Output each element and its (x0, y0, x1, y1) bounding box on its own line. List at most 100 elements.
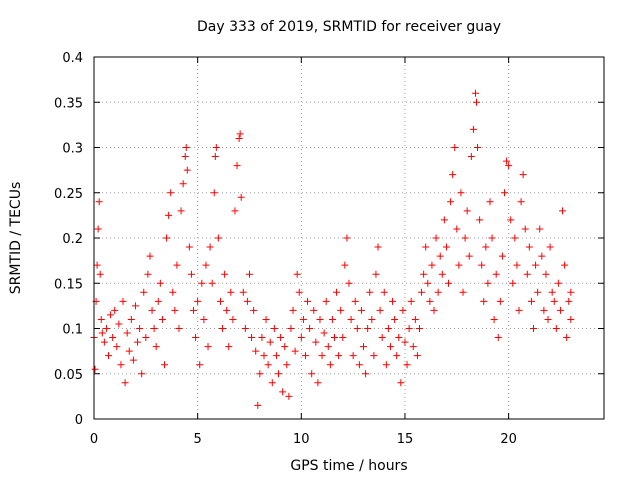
data-point (320, 329, 328, 337)
data-point (403, 361, 411, 369)
data-point (351, 297, 359, 305)
data-point (411, 315, 419, 323)
data-point (559, 207, 567, 215)
data-point (546, 243, 554, 251)
data-point (496, 297, 504, 305)
data-point (127, 315, 135, 323)
data-point (183, 166, 191, 174)
data-point (125, 347, 133, 355)
data-point (527, 297, 535, 305)
data-point (187, 270, 195, 278)
data-point (442, 243, 450, 251)
data-point (415, 325, 423, 332)
data-point (308, 370, 316, 378)
data-point (393, 352, 401, 360)
data-point (507, 216, 515, 224)
data-point (194, 297, 202, 305)
data-point (517, 198, 525, 206)
data-point (376, 306, 384, 314)
data-point (216, 297, 224, 305)
data-point (345, 279, 353, 287)
data-point (511, 234, 519, 242)
data-point (277, 334, 285, 342)
data-point (355, 361, 363, 369)
data-point (266, 338, 274, 346)
data-point (422, 243, 430, 251)
data-point (341, 261, 349, 269)
data-point (243, 297, 251, 305)
y-tick-label: 0.3 (62, 142, 83, 157)
data-point (102, 325, 110, 332)
data-point (509, 279, 517, 287)
data-point (407, 297, 415, 305)
data-point (221, 270, 229, 278)
data-point (382, 361, 390, 369)
data-point (318, 352, 326, 360)
data-point (129, 356, 137, 364)
data-point (515, 306, 523, 314)
data-point (245, 270, 253, 278)
data-point (173, 261, 181, 269)
data-point (523, 270, 531, 278)
data-point (384, 325, 392, 332)
data-point (287, 325, 295, 332)
data-point (399, 306, 407, 314)
data-point (196, 361, 204, 369)
data-point (374, 243, 382, 251)
grid-layer (94, 57, 604, 419)
x-tick-label: 10 (293, 432, 310, 447)
data-point (158, 315, 166, 323)
data-point (465, 252, 473, 260)
data-point (343, 234, 351, 242)
data-point (236, 130, 244, 138)
data-point (241, 325, 249, 332)
data-point (306, 325, 314, 332)
y-tick-label: 0.2 (62, 232, 83, 247)
data-point (563, 334, 571, 342)
data-point (200, 315, 208, 323)
data-point (500, 189, 508, 197)
data-point (457, 189, 465, 197)
y-axis-title: SRMTID / TECUs (8, 182, 24, 295)
data-point (177, 207, 185, 215)
y-tick-label: 0.05 (54, 368, 83, 383)
data-point (494, 334, 502, 342)
data-point (299, 315, 307, 323)
data-point (532, 261, 540, 269)
x-axis-title: GPS time / hours (290, 458, 407, 474)
data-point (473, 98, 480, 106)
data-point (467, 153, 475, 161)
data-point (163, 234, 171, 242)
data-point (150, 325, 158, 332)
data-point (565, 297, 573, 305)
data-point (138, 370, 146, 378)
data-point (198, 279, 206, 287)
data-point (252, 347, 260, 355)
data-point (386, 343, 394, 351)
x-tick-label: 20 (500, 432, 517, 447)
data-point (182, 144, 190, 151)
axis-ticks (93, 56, 604, 420)
data-point (237, 193, 245, 201)
data-point (445, 279, 453, 287)
data-point (115, 320, 123, 328)
data-point (480, 297, 488, 305)
data-point (283, 361, 291, 369)
data-point (438, 270, 446, 278)
data-point (98, 329, 106, 337)
data-point (525, 243, 533, 251)
data-point (436, 252, 444, 260)
data-point (330, 334, 338, 342)
data-point (316, 315, 324, 323)
data-point (397, 379, 405, 387)
data-point (95, 198, 103, 206)
data-points (90, 89, 575, 409)
data-point (256, 370, 264, 378)
data-point (146, 252, 154, 260)
data-point (212, 144, 220, 151)
data-point (530, 325, 538, 332)
data-point (339, 334, 347, 342)
data-point (536, 225, 544, 233)
data-point (254, 401, 262, 409)
